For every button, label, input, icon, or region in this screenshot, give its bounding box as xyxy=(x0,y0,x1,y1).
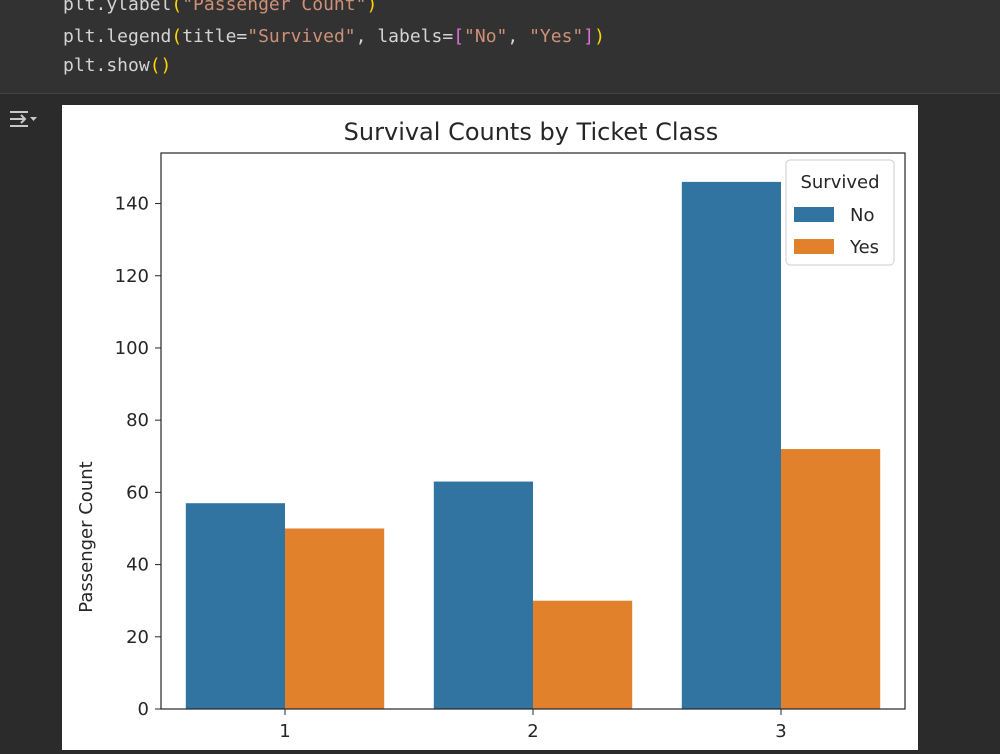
y-axis-label: Passenger Count xyxy=(76,461,97,612)
bar-no-class-2 xyxy=(433,481,533,709)
legend-label-yes: Yes xyxy=(849,237,879,258)
bars-group xyxy=(185,181,881,709)
bar-yes-class-3 xyxy=(781,449,881,709)
bar-chart: Survival Counts by Ticket Class Passenge… xyxy=(76,118,906,742)
y-tick-label: 60 xyxy=(126,482,149,503)
bar-no-class-3 xyxy=(681,181,781,709)
legend-label-no: No xyxy=(850,205,874,226)
x-tick-label: 1 xyxy=(279,721,290,742)
y-tick-label: 100 xyxy=(115,338,149,359)
bar-no-class-1 xyxy=(185,503,285,709)
y-tick-label: 80 xyxy=(126,410,149,431)
y-tick-label: 20 xyxy=(126,627,149,648)
y-tick-label: 40 xyxy=(126,555,149,576)
legend-swatch-yes xyxy=(794,239,834,254)
x-tick-label: 2 xyxy=(527,721,538,742)
legend: Survived No Yes xyxy=(785,159,895,266)
code-line-show: plt.show() xyxy=(63,55,172,76)
bar-yes-class-1 xyxy=(285,528,385,709)
output-collapse-icon[interactable] xyxy=(8,108,38,132)
code-line-ylabel: plt.ylabel("Passenger Count") xyxy=(63,0,378,15)
code-cell[interactable]: plt.ylabel("Passenger Count") plt.legend… xyxy=(0,0,1000,94)
x-tick-label: 3 xyxy=(775,721,786,742)
code-line-legend: plt.legend(title="Survived", labels=["No… xyxy=(63,26,605,47)
ticks-group: 1 2 3 0 20 40 60 80 100 120 140 xyxy=(115,194,787,742)
bar-yes-class-2 xyxy=(533,600,633,709)
legend-box xyxy=(785,159,895,266)
legend-swatch-no xyxy=(794,207,834,222)
legend-title: Survived xyxy=(800,172,879,193)
y-tick-label: 0 xyxy=(138,699,149,720)
y-tick-label: 120 xyxy=(115,266,149,287)
y-tick-label: 140 xyxy=(115,194,149,215)
chart-title: Survival Counts by Ticket Class xyxy=(344,118,719,146)
output-area: Survival Counts by Ticket Class Passenge… xyxy=(62,105,918,750)
